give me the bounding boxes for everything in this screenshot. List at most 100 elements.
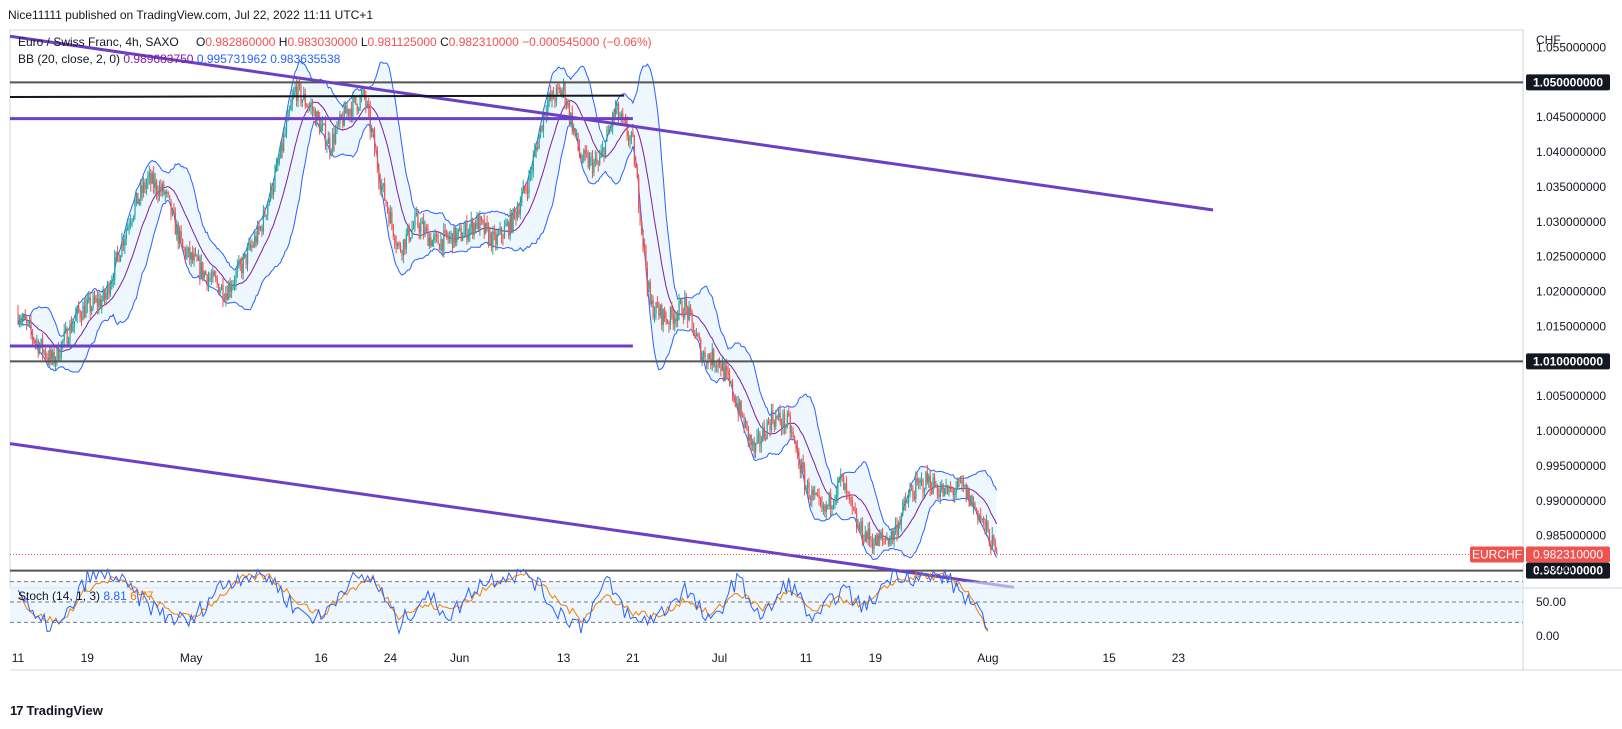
candle-body: [759, 433, 761, 445]
candle-body: [629, 137, 631, 142]
candle-body: [685, 297, 687, 307]
candle-body: [106, 283, 109, 294]
candle-body: [923, 489, 926, 493]
candle-body: [788, 413, 790, 416]
candle-body: [675, 318, 677, 321]
candle-body: [154, 180, 156, 188]
candle-body: [597, 163, 599, 165]
candle-body: [604, 140, 607, 158]
candle-body: [274, 171, 276, 188]
candle-body: [584, 150, 586, 153]
candle-body: [723, 362, 725, 380]
candle-body: [757, 433, 760, 437]
candle-body: [599, 157, 601, 165]
candle-body: [994, 539, 996, 550]
candle-body: [423, 221, 425, 234]
x-tick-label: Jul: [712, 651, 727, 665]
candle-body: [864, 532, 866, 542]
candle-body: [730, 381, 732, 383]
candle-body: [594, 158, 597, 162]
candle-body: [561, 90, 563, 95]
candle-body: [135, 192, 138, 204]
candle-body: [580, 154, 582, 162]
candle-body: [775, 416, 777, 427]
candle-body: [433, 237, 435, 241]
candle-body: [858, 525, 861, 532]
candle-body: [336, 122, 338, 131]
candle-body: [645, 245, 647, 268]
candle-body: [830, 493, 832, 510]
price-tick-label: 1.000000000: [1536, 424, 1606, 438]
candle-body: [44, 350, 47, 358]
x-tick-label: 13: [557, 651, 571, 665]
candle-body: [770, 410, 773, 430]
candle-body: [470, 219, 472, 228]
candle-body: [418, 225, 420, 233]
candle-body: [931, 489, 933, 494]
candle-body: [70, 323, 73, 332]
candle-body: [96, 298, 99, 307]
candle-body: [535, 147, 537, 151]
candle-body: [716, 365, 718, 367]
candle-body: [642, 229, 644, 245]
candle-body: [560, 89, 562, 95]
x-tick-label: 23: [1172, 651, 1186, 665]
candle-body: [456, 232, 458, 243]
candle-body: [389, 212, 392, 224]
candle-body: [89, 297, 91, 312]
candle-body: [847, 491, 849, 494]
candle-body: [729, 375, 731, 383]
footer-brand[interactable]: 17 TradingView: [10, 703, 103, 718]
candle-body: [213, 271, 215, 276]
candle-body: [99, 298, 101, 308]
candle-body: [565, 102, 568, 106]
candle-body: [386, 204, 389, 211]
candle-body: [68, 341, 70, 345]
candle-body: [340, 114, 343, 119]
candle-body: [678, 300, 680, 313]
candle-body: [586, 152, 588, 155]
candle-body: [438, 244, 441, 250]
candle-body: [218, 283, 220, 294]
candle-body: [374, 133, 376, 151]
candle-body: [928, 475, 930, 483]
candle-body: [31, 331, 34, 339]
candle-body: [692, 322, 695, 336]
candle-body: [189, 247, 191, 260]
lower-descending-trendline: [9, 442, 1015, 589]
candle-body: [441, 239, 444, 251]
candle-body: [326, 143, 328, 147]
candle-body: [763, 427, 765, 438]
candle-body: [43, 350, 45, 353]
candle-body: [639, 208, 641, 223]
candle-body: [972, 503, 975, 507]
candle-body: [472, 219, 474, 235]
candle-body: [916, 478, 918, 482]
candle-body: [356, 103, 358, 111]
candle-body: [460, 228, 462, 241]
candle-body: [964, 485, 966, 487]
candle-body: [405, 234, 407, 250]
candle-body: [350, 109, 353, 117]
candle-body: [257, 225, 259, 243]
candle-body: [750, 435, 752, 446]
candle-body: [539, 125, 542, 135]
candle-body: [140, 185, 142, 200]
candle-body: [744, 421, 747, 429]
candle-body: [583, 150, 585, 161]
candle-body: [919, 480, 921, 484]
candle-body: [333, 133, 335, 144]
candle-body: [515, 211, 517, 219]
candle-body: [362, 89, 364, 95]
candle-body: [479, 216, 481, 231]
candle-body: [626, 123, 628, 137]
candle-body: [167, 191, 169, 196]
candle-body: [251, 245, 253, 248]
candle-body: [961, 480, 963, 483]
candle-body: [616, 103, 618, 108]
candle-body: [125, 230, 127, 239]
symbol-tag: [1470, 546, 1524, 563]
candle-body: [910, 489, 913, 491]
candle-body: [457, 228, 459, 233]
